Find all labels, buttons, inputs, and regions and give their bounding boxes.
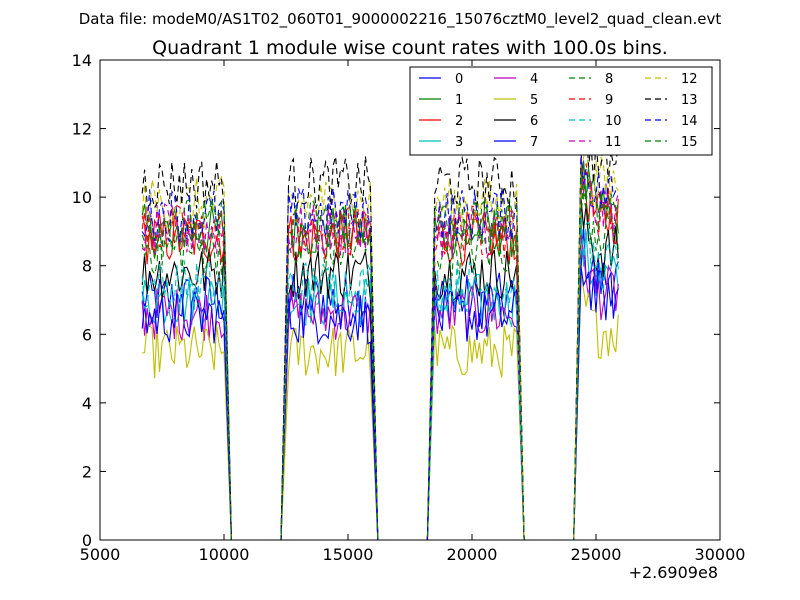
series-line-6: [141, 198, 619, 541]
x-tick-label: 5000: [80, 545, 121, 564]
legend-label-9: 9: [605, 93, 613, 108]
y-tick-label: 10: [72, 188, 92, 207]
legend-label-10: 10: [605, 114, 622, 129]
legend-label-7: 7: [530, 135, 538, 150]
legend-label-6: 6: [530, 114, 538, 129]
legend-label-8: 8: [605, 72, 613, 87]
series-line-7: [141, 267, 619, 541]
x-tick-label: 25000: [571, 545, 622, 564]
y-tick-label: 8: [82, 257, 92, 276]
legend-label-0: 0: [455, 72, 463, 87]
legend-label-15: 15: [681, 135, 698, 150]
x-tick-label: 15000: [323, 545, 374, 564]
x-tick-label: 20000: [447, 545, 498, 564]
y-tick-label: 0: [82, 531, 92, 550]
y-tick-label: 6: [82, 325, 92, 344]
y-tick-label: 14: [72, 51, 92, 70]
legend-label-14: 14: [681, 114, 698, 129]
y-tick-label: 4: [82, 394, 92, 413]
x-offset-label: +2.6909e8: [629, 563, 718, 582]
y-tick-label: 2: [82, 462, 92, 481]
series-line-4: [141, 234, 619, 541]
chart-suptitle: Data file: modeM0/AS1T02_060T01_90000022…: [79, 10, 722, 29]
legend-label-4: 4: [530, 72, 538, 87]
x-tick-label: 10000: [199, 545, 250, 564]
series-line-8: [141, 176, 619, 541]
legend-label-3: 3: [455, 135, 463, 150]
legend-label-12: 12: [681, 72, 698, 87]
legend-label-2: 2: [455, 114, 463, 129]
legend-label-13: 13: [681, 93, 698, 108]
series-line-14: [141, 153, 619, 541]
series-line-13: [141, 116, 619, 541]
axes-frame: [99, 59, 721, 541]
series-line-10: [141, 212, 619, 541]
chart-title: Quadrant 1 module wise count rates with …: [152, 37, 668, 59]
legend-label-5: 5: [530, 93, 538, 108]
legend-label-1: 1: [455, 93, 463, 108]
legend-label-11: 11: [605, 135, 622, 150]
series-line-12: [141, 139, 619, 541]
series-line-15: [141, 166, 619, 541]
x-tick-label: 30000: [695, 545, 746, 564]
y-tick-label: 12: [72, 120, 92, 139]
legend-box: [409, 66, 713, 156]
plot-area: [141, 116, 619, 541]
series-line-11: [141, 161, 619, 541]
